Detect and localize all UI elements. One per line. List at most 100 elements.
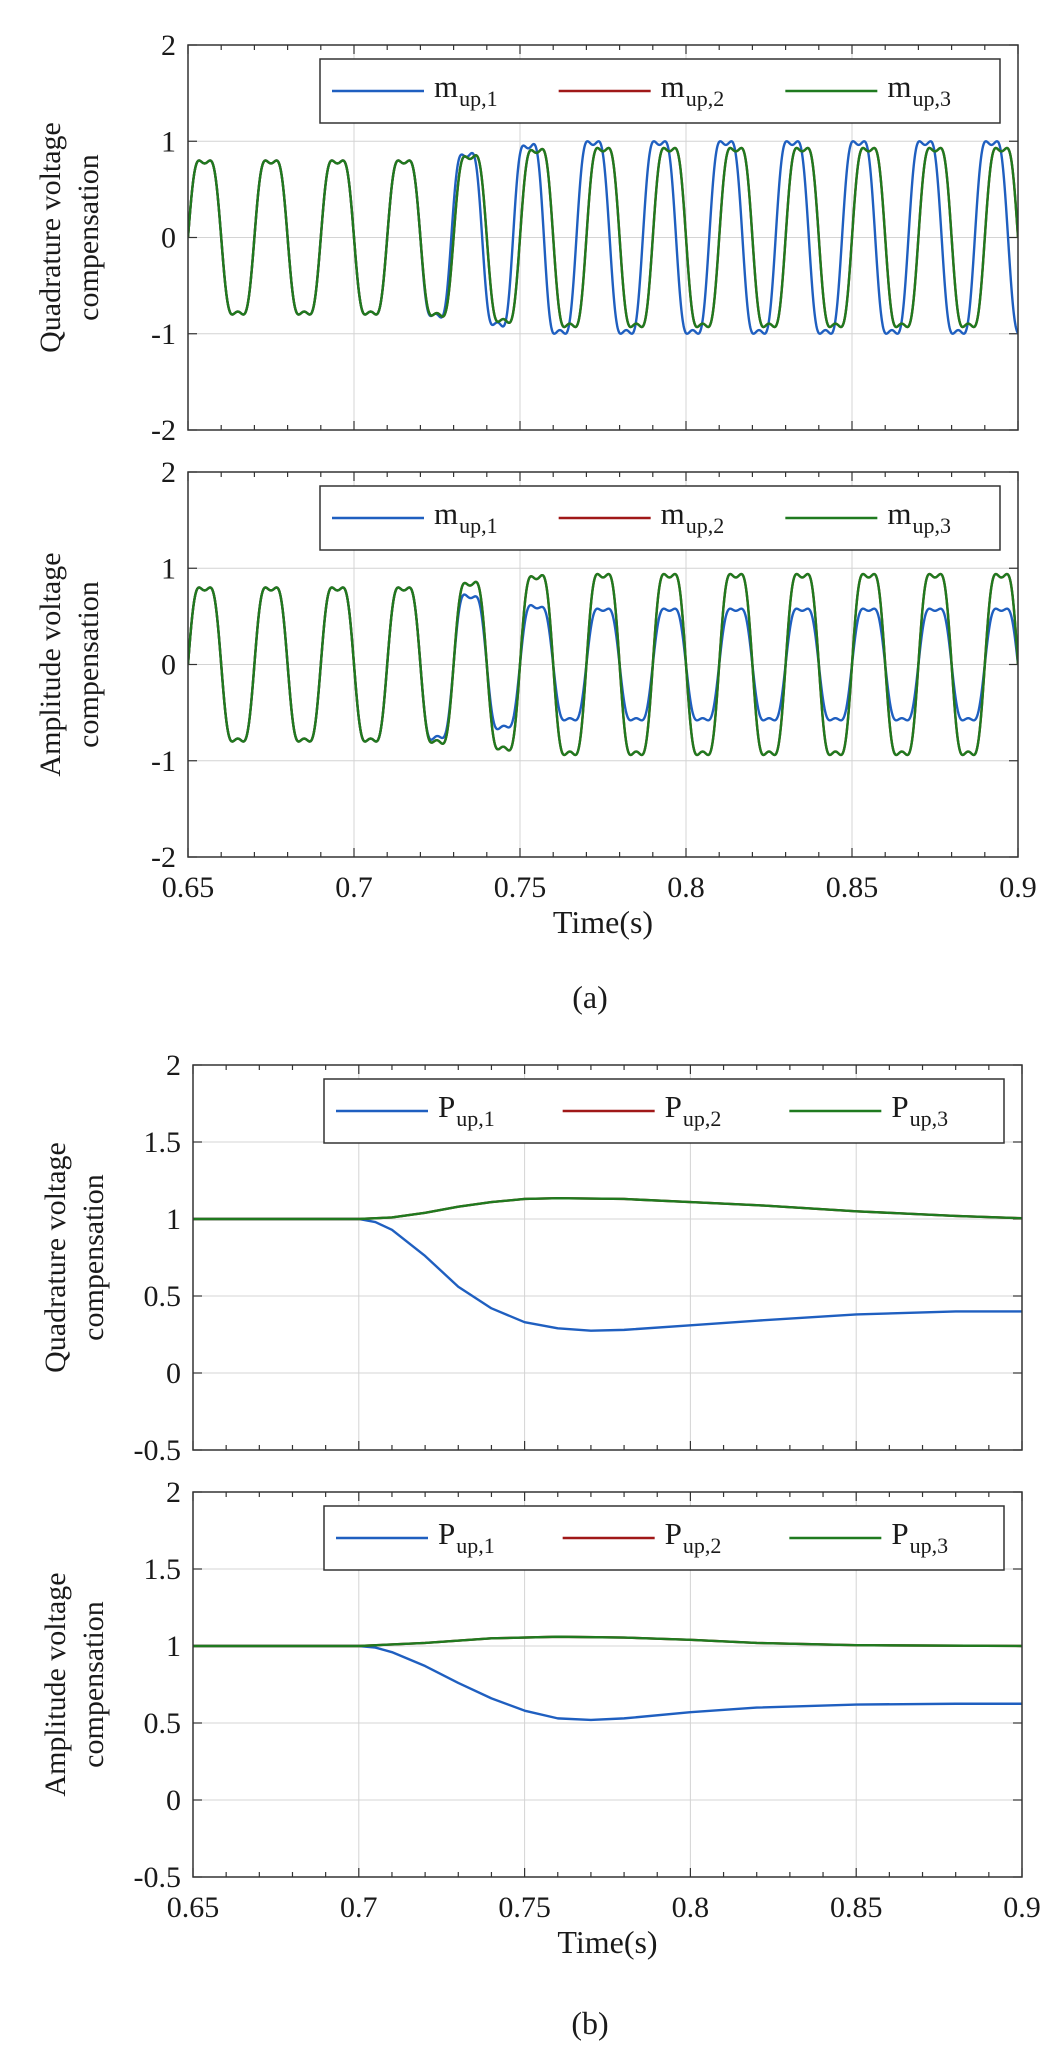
legend-label-1: mup,1 xyxy=(434,69,498,111)
y-tick-label: 1 xyxy=(166,1630,181,1663)
legend-label-base: P xyxy=(665,1516,682,1551)
legend-label-3: mup,3 xyxy=(887,69,951,111)
x-tick-label: 0.85 xyxy=(826,871,879,904)
legend-label-3: mup,3 xyxy=(887,496,951,538)
x-tick-label: 0.9 xyxy=(999,871,1037,904)
legend-label-2: Pup,2 xyxy=(665,1089,722,1131)
y-axis-label-line: Quadrature voltage xyxy=(34,122,67,353)
legend: mup,1 mup,2 mup,3 xyxy=(319,485,1001,551)
y-tick-label: 1.5 xyxy=(144,1553,182,1586)
legend: Pup,1 Pup,2 Pup,3 xyxy=(323,1505,1005,1571)
series-group xyxy=(193,1197,1022,1332)
y-axis-label-line: compensation xyxy=(77,1174,110,1341)
legend-label-2: mup,2 xyxy=(661,496,725,538)
legend: mup,1 mup,2 mup,3 xyxy=(319,58,1001,124)
legend-label-base: m xyxy=(661,69,685,104)
legend-label-base: m xyxy=(661,496,685,531)
y-tick-label: 0 xyxy=(166,1357,181,1390)
legend-label-3: Pup,3 xyxy=(891,1516,948,1558)
legend-box xyxy=(319,485,1001,551)
legend-label-subscript: up,1 xyxy=(459,513,498,538)
panel-a-bottom: -2 -1 0 1 2 0.65 0.7 0.75 0.8 0.85 0.9 Time(s) Ampli… xyxy=(34,456,1037,940)
y-tick-label: 0 xyxy=(161,222,176,255)
plot-frame xyxy=(187,471,1019,858)
x-tick-label: 0.8 xyxy=(672,1891,710,1924)
legend-label-3: Pup,3 xyxy=(891,1089,948,1131)
x-tick-label: 0.8 xyxy=(667,871,705,904)
y-axis-label-line: compensation xyxy=(72,581,105,748)
x-tick-label: 0.75 xyxy=(494,871,547,904)
series-group xyxy=(188,572,1018,757)
plot-frame xyxy=(187,44,1019,431)
legend-label-subscript: up,1 xyxy=(456,1106,495,1131)
x-tick-label: 0.65 xyxy=(167,1891,220,1924)
y-tick-label: -0.5 xyxy=(134,1434,182,1467)
legend-box xyxy=(323,1078,1005,1144)
legend-label-subscript: up,2 xyxy=(686,86,725,111)
series-line-3 xyxy=(188,572,1018,757)
legend-label-1: Pup,1 xyxy=(438,1516,495,1558)
panel-b-bottom: -0.5 0 0.5 1 1.5 2 0.65 0.7 0.75 0.8 0.85 0.9 Time(s… xyxy=(39,1476,1041,1960)
y-tick-label: 0.5 xyxy=(144,1707,182,1740)
panel-b-top: -0.5 0 0.5 1 1.5 2 Quadrature voltage compensat… xyxy=(39,1049,1023,1467)
legend-label-base: P xyxy=(438,1089,455,1124)
legend-label-base: m xyxy=(434,496,458,531)
caption-a: (a) xyxy=(572,979,608,1015)
plot-frame xyxy=(192,1064,1023,1451)
legend-label-subscript: up,1 xyxy=(459,86,498,111)
y-tick-label: 2 xyxy=(161,29,176,62)
x-axis-label: Time(s) xyxy=(553,904,653,940)
legend-label-base: m xyxy=(887,69,911,104)
legend-label-subscript: up,3 xyxy=(912,513,951,538)
y-tick-label: -1 xyxy=(151,745,176,778)
plot-frame xyxy=(192,1491,1023,1878)
x-tick-label: 0.7 xyxy=(340,1891,378,1924)
y-tick-label: 2 xyxy=(166,1049,181,1082)
y-tick-label: 0 xyxy=(166,1784,181,1817)
legend-box xyxy=(323,1505,1005,1571)
series-line-1 xyxy=(193,1217,1022,1332)
y-tick-label: 2 xyxy=(161,456,176,489)
y-axis-label-line: Amplitude voltage xyxy=(39,1572,72,1796)
y-tick-label: 1 xyxy=(161,125,176,158)
x-axis-label: Time(s) xyxy=(557,1924,657,1960)
series-line-3 xyxy=(193,1635,1022,1648)
legend-label-base: P xyxy=(665,1089,682,1124)
x-tick-label: 0.7 xyxy=(335,871,373,904)
x-tick-label: 0.75 xyxy=(498,1891,551,1924)
y-tick-label: -0.5 xyxy=(134,1861,182,1894)
y-tick-label: -2 xyxy=(151,841,176,874)
legend-label-1: mup,1 xyxy=(434,496,498,538)
legend-label-subscript: up,3 xyxy=(912,86,951,111)
legend-label-2: mup,2 xyxy=(661,69,725,111)
x-tick-label: 0.85 xyxy=(830,1891,883,1924)
y-tick-label: 1.5 xyxy=(144,1126,182,1159)
y-tick-label: 0 xyxy=(161,649,176,682)
y-tick-label: 1 xyxy=(166,1203,181,1236)
legend-label-base: P xyxy=(891,1089,908,1124)
legend-label-base: m xyxy=(434,69,458,104)
series-line-1 xyxy=(193,1644,1022,1722)
legend-label-1: Pup,1 xyxy=(438,1089,495,1131)
series-line-3 xyxy=(193,1197,1022,1221)
legend-label-subscript: up,2 xyxy=(683,1533,722,1558)
y-tick-label: -1 xyxy=(151,318,176,351)
y-axis-label-line: Quadrature voltage xyxy=(39,1142,72,1373)
axis-ticks xyxy=(187,471,1019,858)
legend: Pup,1 Pup,2 Pup,3 xyxy=(323,1078,1005,1144)
legend-label-subscript: up,3 xyxy=(910,1533,949,1558)
y-tick-label: 2 xyxy=(166,1476,181,1509)
y-tick-label: 0.5 xyxy=(144,1280,182,1313)
legend-label-base: P xyxy=(891,1516,908,1551)
legend-label-subscript: up,1 xyxy=(456,1533,495,1558)
legend-label-base: m xyxy=(887,496,911,531)
x-tick-label: 0.9 xyxy=(1003,1891,1041,1924)
legend-label-2: Pup,2 xyxy=(665,1516,722,1558)
legend-label-subscript: up,3 xyxy=(910,1106,949,1131)
legend-label-subscript: up,2 xyxy=(683,1106,722,1131)
series-group xyxy=(188,140,1018,335)
legend-label-subscript: up,2 xyxy=(686,513,725,538)
caption-b: (b) xyxy=(571,2005,608,2041)
